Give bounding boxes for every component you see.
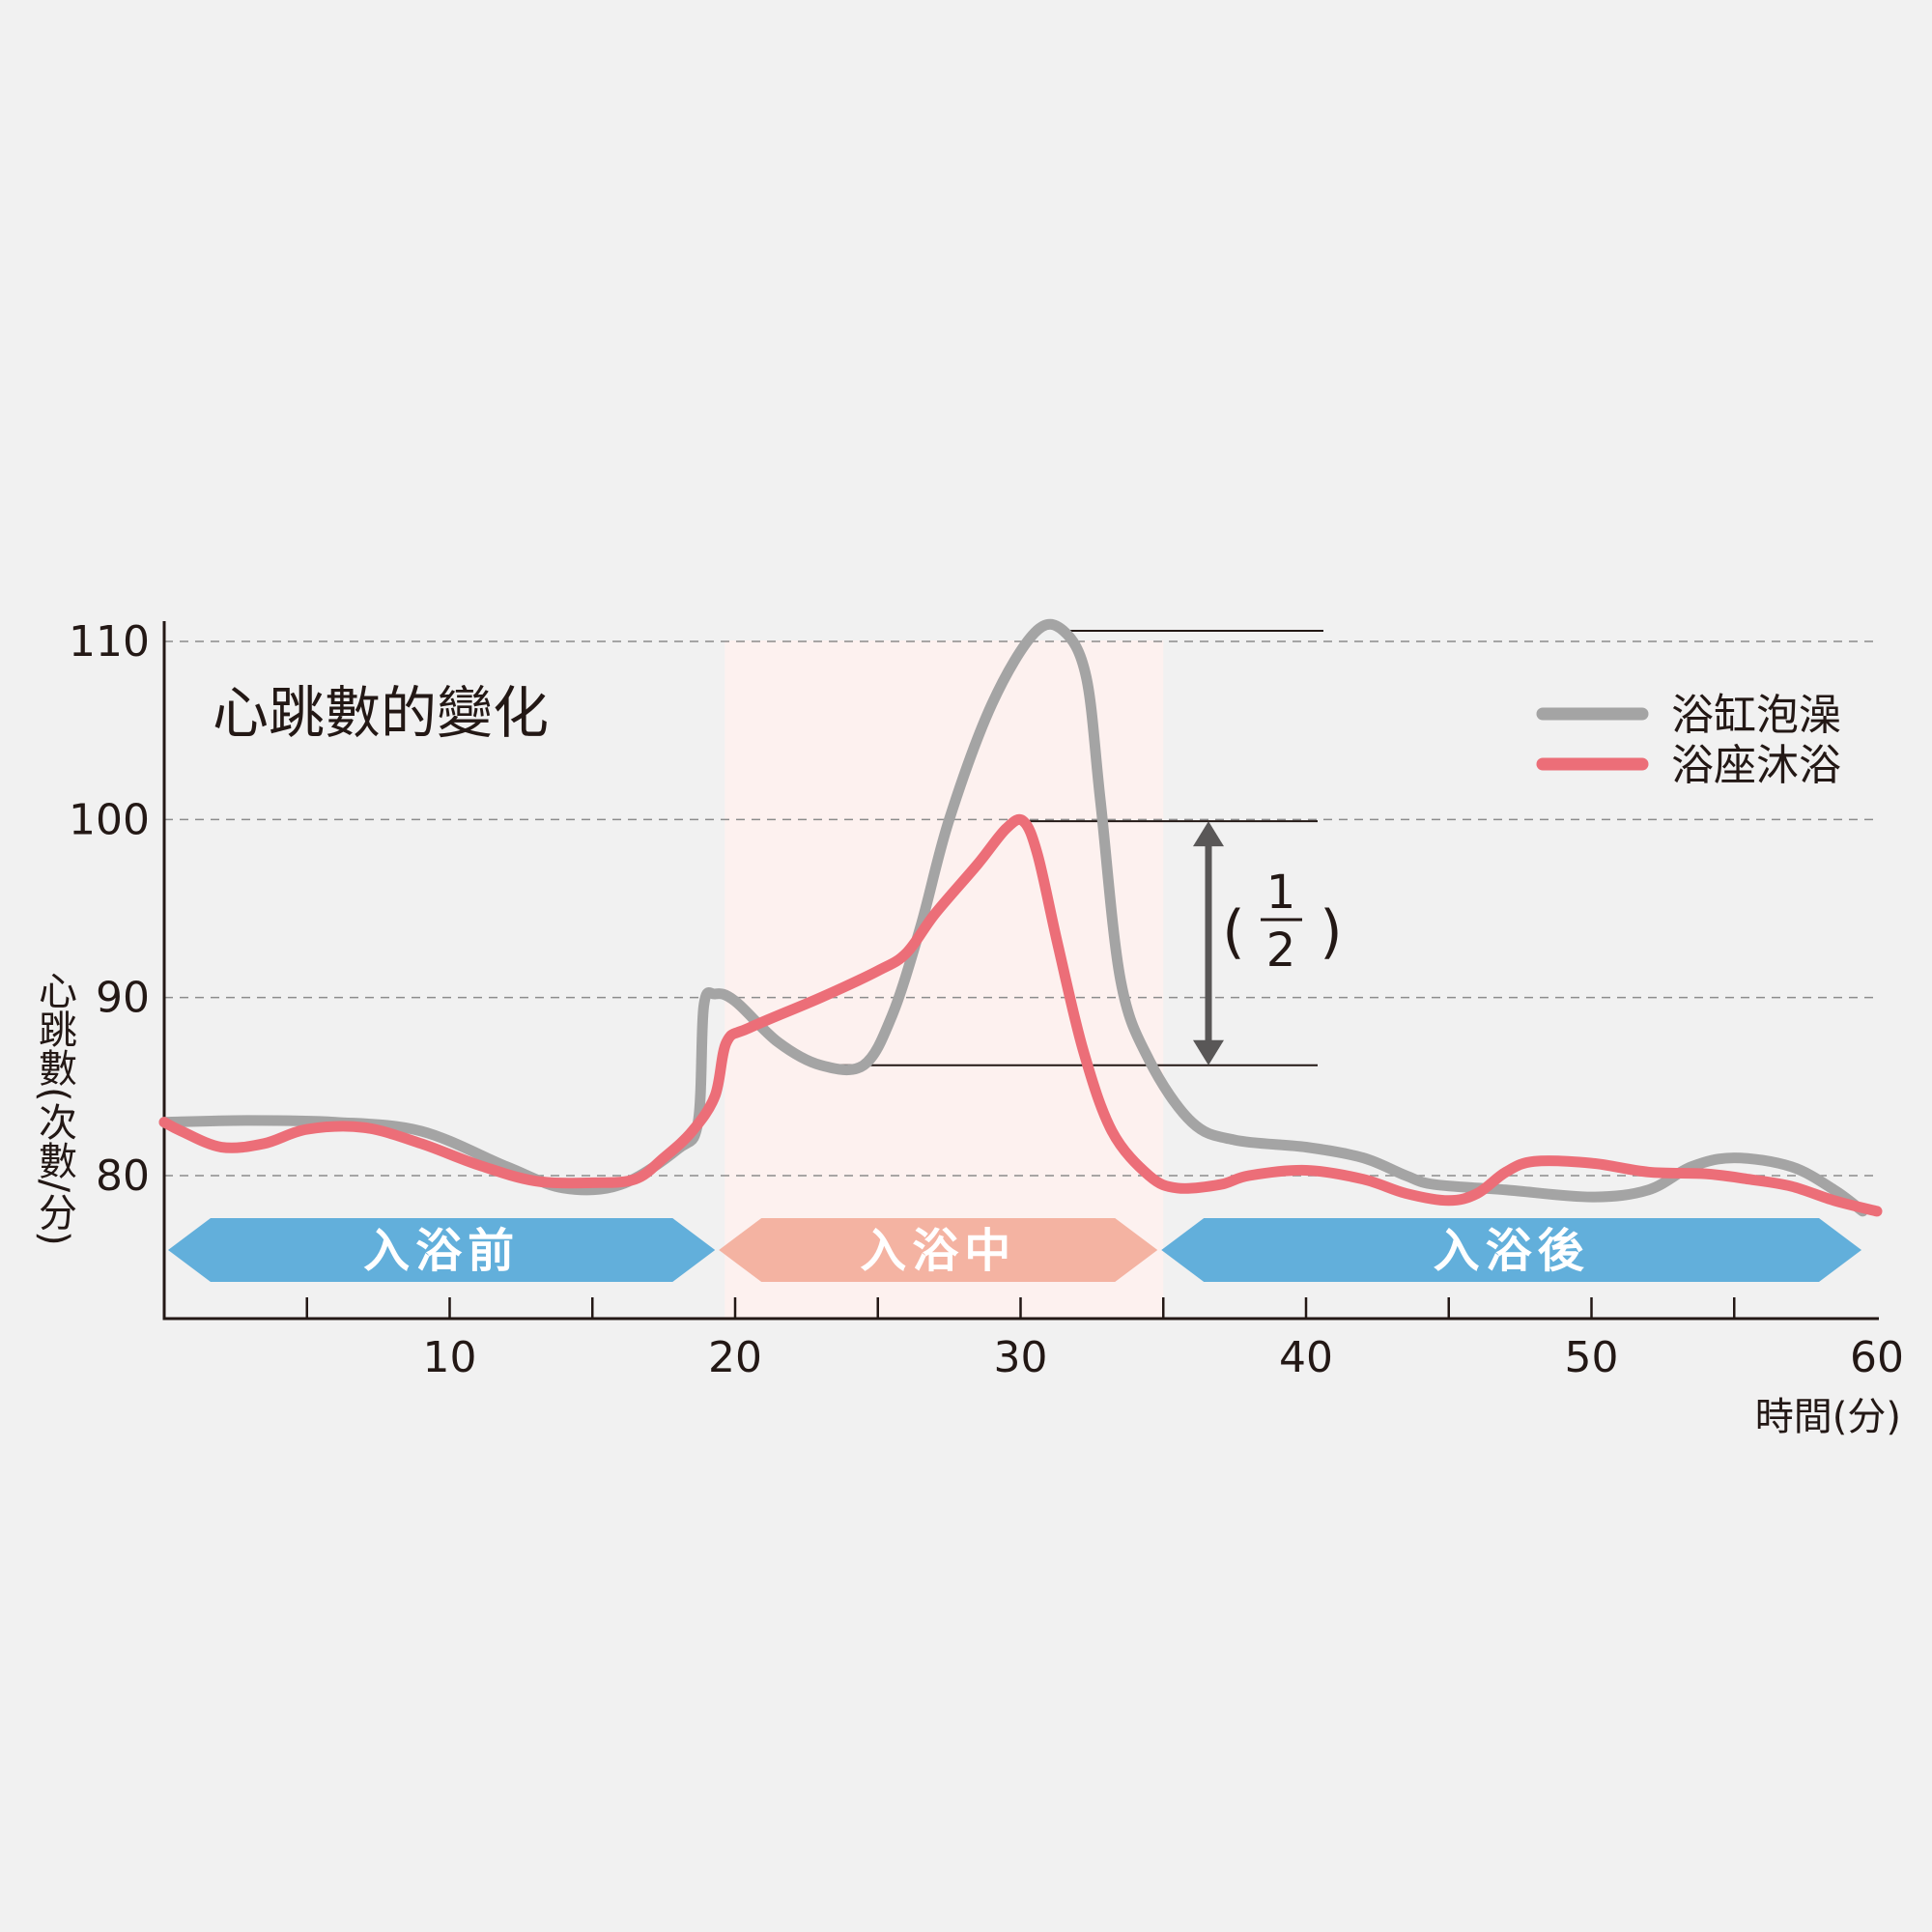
legend-label: 浴缸泡澡 <box>1671 691 1841 740</box>
phase-arrow-1 <box>168 1218 716 1282</box>
arrow-down-head <box>1193 1039 1224 1065</box>
x-tick-label: 10 <box>423 1333 477 1382</box>
chart-title: 心跳數的變化 <box>213 680 549 746</box>
axes: 10 20 30 40 50 60 <box>162 621 1904 1382</box>
phase-label: 入浴中 <box>860 1224 1016 1278</box>
x-tick-label: 60 <box>1850 1333 1904 1382</box>
y-axis-label: 心跳數(次數/分) <box>32 971 76 1246</box>
y-tick-label: 110 <box>69 617 150 667</box>
phase-arrows: 入浴前 入浴中 入浴後 <box>168 1218 1861 1282</box>
series-line-2 <box>158 813 1883 1217</box>
half-annotation: ( 1 2 ) <box>1222 866 1342 978</box>
reference-lines <box>814 629 1323 1066</box>
phase-label: 入浴後 <box>1434 1224 1590 1278</box>
x-tick-label: 50 <box>1565 1333 1619 1382</box>
x-axis-label: 時間(分) <box>1755 1395 1901 1439</box>
series-lines <box>158 618 1883 1217</box>
y-tick-label: 80 <box>96 1151 150 1201</box>
annotation-numerator: 1 <box>1266 866 1296 920</box>
legend-label: 浴座沐浴 <box>1671 741 1841 790</box>
annotation-open-paren: ( <box>1222 898 1244 966</box>
annotation-close-paren: ) <box>1320 898 1342 966</box>
y-tick-label: 90 <box>96 974 150 1023</box>
y-tick-label: 100 <box>69 795 150 844</box>
grid-lines: 80 90 100 110 <box>69 617 1879 1201</box>
phase-arrow-2 <box>719 1218 1158 1282</box>
x-tick-label: 40 <box>1279 1333 1333 1382</box>
bathing-period-highlight <box>724 640 1164 1319</box>
x-tick-label: 20 <box>708 1333 762 1382</box>
annotation-denominator: 2 <box>1266 923 1296 978</box>
phase-label: 入浴前 <box>363 1224 520 1278</box>
x-tick-label: 30 <box>994 1333 1048 1382</box>
phase-arrow-3 <box>1161 1218 1861 1282</box>
arrow-up-head <box>1193 821 1224 847</box>
